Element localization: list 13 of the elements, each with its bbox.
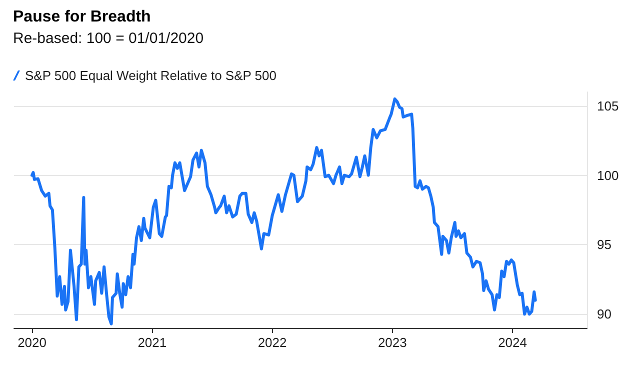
y-tick-label: 105 — [597, 98, 619, 114]
x-tick-label: 2022 — [258, 335, 287, 350]
x-tick-label: 2021 — [138, 335, 167, 350]
x-tick-label: 2020 — [18, 335, 46, 350]
chart-subtitle: Re-based: 100 = 01/01/2020 — [13, 30, 204, 47]
y-tick-label: 90 — [597, 306, 612, 322]
line-series — [30, 97, 537, 326]
x-tick-label: 2023 — [378, 335, 407, 350]
chart-title: Pause for Breadth — [13, 8, 151, 26]
y-tick-label: 100 — [597, 168, 619, 183]
y-tick-label: 95 — [597, 237, 612, 252]
legend-label: S&P 500 Equal Weight Relative to S&P 500 — [25, 68, 277, 83]
x-tick-label: 2024 — [498, 335, 527, 350]
